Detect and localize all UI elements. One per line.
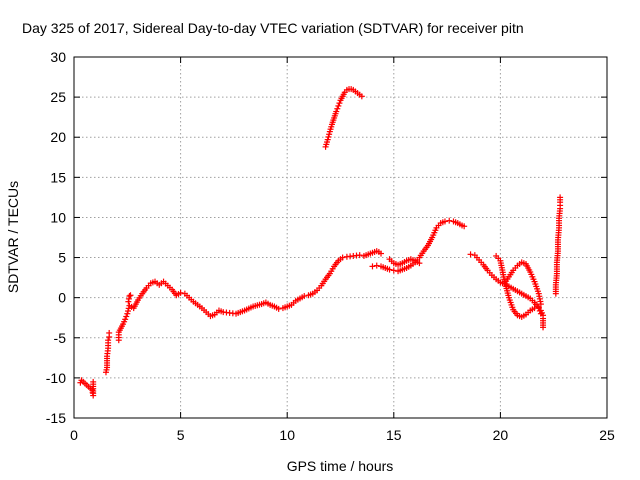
- segment-4-point: [127, 292, 134, 299]
- segment-7-point: [461, 223, 468, 230]
- y-tick-label: -5: [54, 330, 67, 346]
- plot-frame: [73, 56, 608, 419]
- segment-5-point: [358, 93, 365, 100]
- segment-5-point: [333, 108, 340, 115]
- segment-4-point: [126, 293, 133, 300]
- segment-7-point: [441, 218, 448, 225]
- segment-3-point: [301, 293, 308, 300]
- segment-3-point: [177, 289, 184, 296]
- segment-13-point: [557, 194, 564, 201]
- y-tick-label: -10: [46, 370, 66, 386]
- chart-title: Day 325 of 2017, Sidereal Day-to-day VTE…: [22, 20, 524, 36]
- segment-7-point: [446, 217, 453, 224]
- segment-3-point: [275, 305, 282, 312]
- segment-2-point: [105, 337, 112, 344]
- y-tick-label: 5: [58, 250, 66, 266]
- segment-11-point: [537, 301, 544, 308]
- segment-6-point: [356, 252, 363, 259]
- segment-9-point: [467, 251, 474, 258]
- segment-7-point: [369, 263, 376, 270]
- x-axis-title: GPS time / hours: [287, 458, 394, 474]
- y-tick-label: 30: [50, 49, 66, 65]
- y-tick-label: 0: [58, 290, 66, 306]
- segment-3-point: [122, 316, 129, 323]
- segment-1-point: [90, 378, 97, 385]
- segment-5-point: [336, 100, 343, 107]
- y-tick-label: 10: [50, 209, 66, 225]
- segment-8-point: [416, 260, 423, 267]
- segment-5-point: [334, 105, 341, 112]
- data-points: [77, 86, 564, 399]
- segment-5-point: [324, 136, 331, 143]
- segment-5-point: [325, 133, 332, 140]
- y-tick-label: -15: [46, 410, 66, 426]
- segment-3-point: [125, 308, 132, 315]
- grid: [74, 57, 607, 418]
- segment-12-point: [540, 324, 547, 331]
- segment-3-point: [339, 254, 346, 261]
- axis-ticks: [73, 56, 608, 419]
- y-axis-title: SDTVAR / TECUs: [5, 181, 21, 293]
- x-tick-label: 5: [177, 427, 185, 443]
- x-tick-label: 0: [70, 427, 78, 443]
- segment-7-point: [386, 266, 393, 273]
- segment-3-point: [124, 310, 131, 317]
- segment-6-point: [378, 250, 385, 257]
- y-tick-label: 20: [50, 129, 66, 145]
- segment-7-point: [373, 262, 380, 269]
- x-tick-label: 15: [386, 427, 402, 443]
- y-tick-label: 15: [50, 169, 66, 185]
- segment-10-point: [535, 304, 542, 311]
- segment-7-point: [390, 267, 397, 274]
- x-tick-label: 25: [599, 427, 615, 443]
- x-tick-label: 20: [493, 427, 509, 443]
- y-tick-label: 25: [50, 89, 66, 105]
- segment-2-point: [106, 329, 113, 336]
- segment-10-point: [531, 305, 538, 312]
- segment-5-point: [335, 102, 342, 109]
- segment-5-point: [326, 131, 333, 138]
- segment-3-point: [123, 313, 130, 320]
- x-tick-label: 10: [279, 427, 295, 443]
- tick-labels: 0 5 10 15 20 25 -15 -10 -5 0 5 10 15 20 25 30: [46, 49, 615, 443]
